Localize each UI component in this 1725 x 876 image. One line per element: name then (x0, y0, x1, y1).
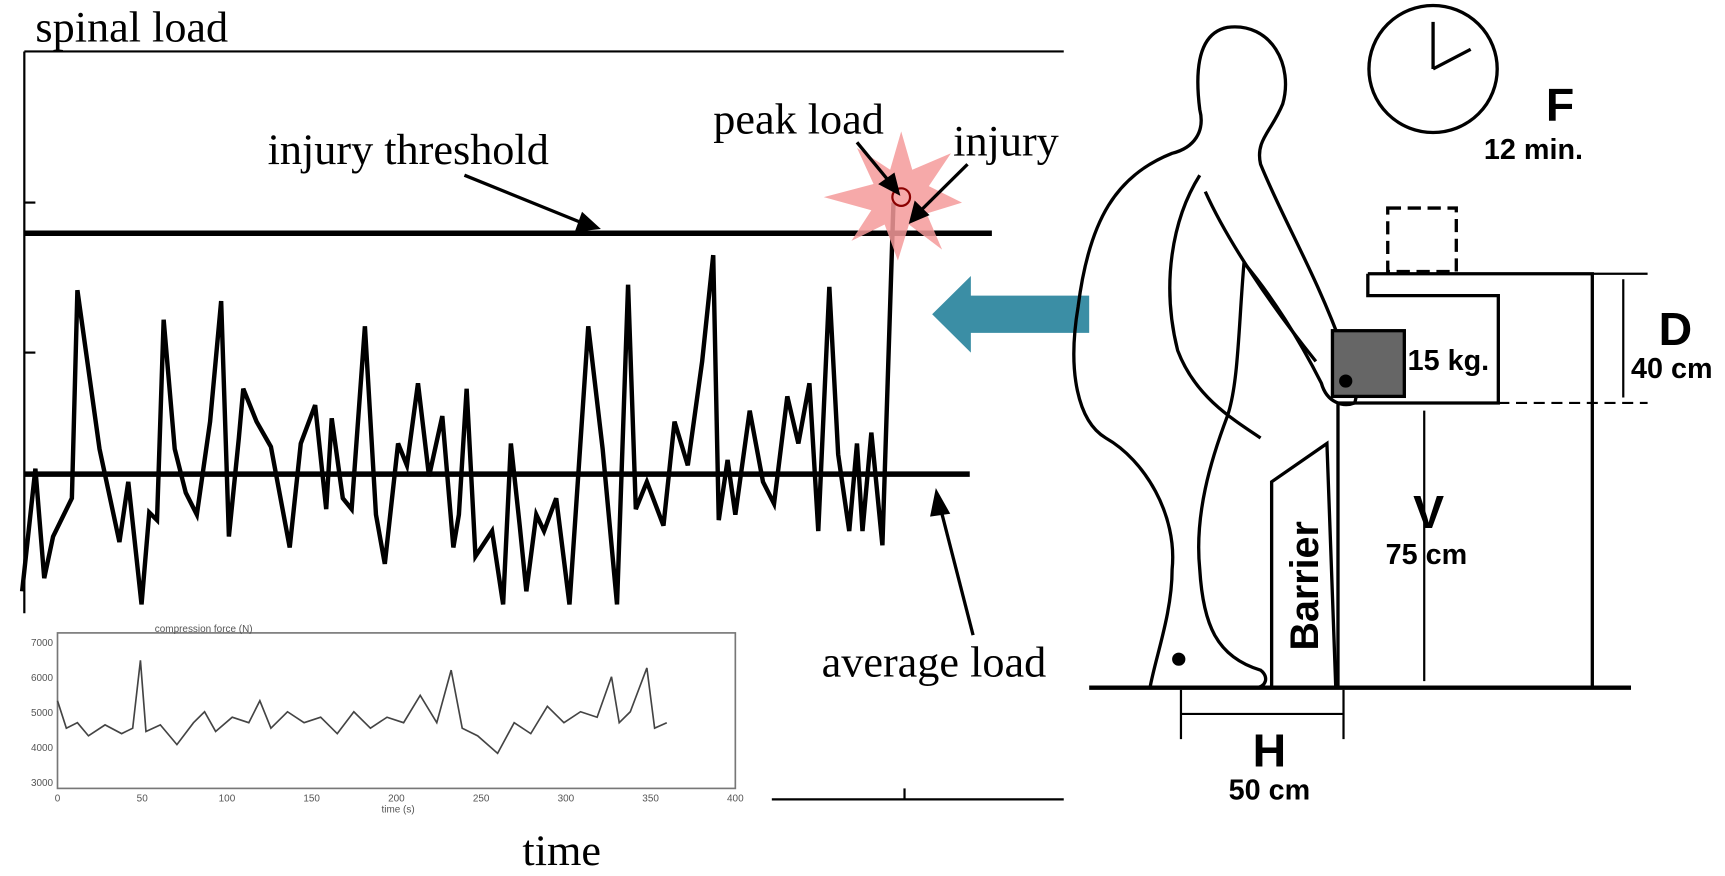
y-axis-label: spinal load (35, 3, 228, 52)
inset-y-tick-label: 5000 (31, 708, 54, 719)
inset-y-tick-label: 7000 (31, 638, 54, 649)
x-axis-label: time (522, 826, 601, 875)
vertical-letter: V (1413, 486, 1444, 538)
inset-x-tick-label: 250 (473, 794, 490, 805)
load-label: 15 kg. (1408, 345, 1490, 377)
vertical-value: 75 cm (1386, 539, 1468, 571)
inset-x-tick-label: 400 (727, 794, 744, 805)
inset-y-tick-label: 3000 (31, 778, 54, 789)
ankle-dot (1172, 653, 1185, 666)
inset-x-label: time (s) (382, 805, 415, 816)
load-trace (22, 203, 893, 605)
average-label: average load (822, 638, 1047, 687)
distance-value: 40 cm (1631, 353, 1713, 385)
page: spinal load time injury threshold peak l… (0, 0, 1725, 876)
injury-label: injury (953, 117, 1059, 166)
inset-x-tick-label: 350 (642, 794, 659, 805)
distance-letter: D (1659, 303, 1693, 355)
link-arrow (932, 276, 1089, 353)
inset-frame (58, 633, 736, 788)
inset-y-tick-label: 6000 (31, 673, 54, 684)
horizontal-value: 50 cm (1229, 774, 1311, 806)
hand-dot (1339, 374, 1352, 387)
inset-x-tick-label: 200 (388, 794, 405, 805)
inset-x-tick-label: 50 (137, 794, 149, 805)
threshold-label: injury threshold (268, 125, 549, 174)
frequency-value: 12 min. (1484, 134, 1583, 166)
inset-x-tick-label: 0 (55, 794, 61, 805)
barrier-label: Barrier (1283, 521, 1327, 650)
frequency-letter: F (1546, 79, 1574, 131)
peak-label: peak load (713, 95, 884, 144)
inset-y-tick-label: 4000 (31, 743, 54, 754)
inset-x-tick-label: 300 (558, 794, 575, 805)
inset-x-tick-label: 150 (303, 794, 320, 805)
horizontal-letter: H (1253, 725, 1287, 777)
inset-title: compression force (N) (155, 624, 253, 635)
inset-x-tick-label: 100 (219, 794, 236, 805)
